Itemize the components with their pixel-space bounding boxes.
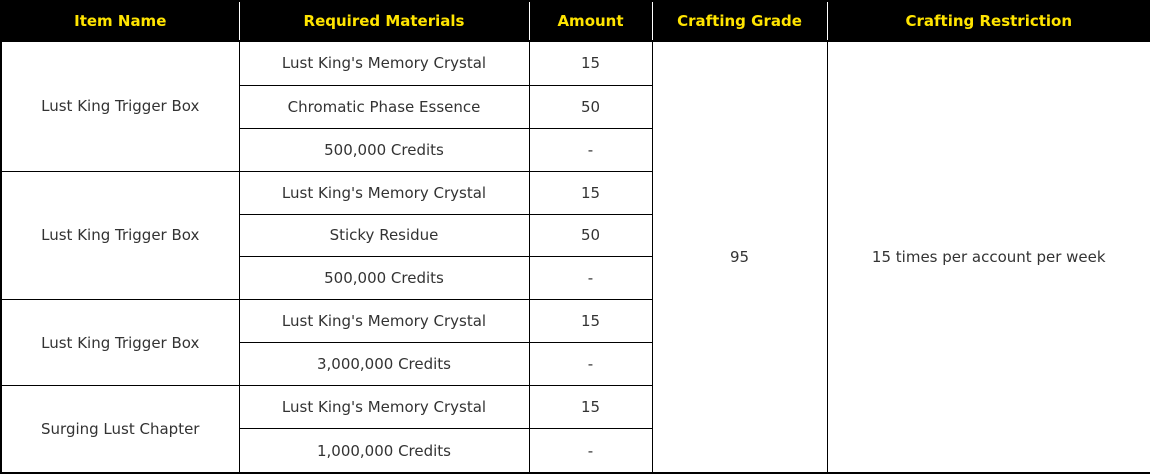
crafting-restriction-cell: 15 times per account per week <box>826 40 1150 474</box>
table-row: Lust King Trigger Box Lust King's Memory… <box>0 170 1150 301</box>
header-crafting-grade: Crafting Grade <box>651 0 828 42</box>
amount-cell: 15 <box>528 40 653 86</box>
material-cell: Lust King's Memory Crystal <box>238 170 530 215</box>
table-row: 3,000,000 Credits - <box>1 342 1150 387</box>
header-crafting-restriction: Crafting Restriction <box>826 0 1150 42</box>
material-cell: Lust King's Memory Crystal <box>238 299 530 344</box>
header-row: Item Name Required Materials Amount Craf… <box>0 0 1150 42</box>
amount-cell: 15 <box>528 385 653 430</box>
item-name-cell: Surging Lust Chapter <box>0 385 240 474</box>
crafting-grade-cell: 95 <box>651 40 828 474</box>
header-amount: Amount <box>528 0 653 42</box>
material-cell: 500,000 Credits <box>238 256 530 301</box>
table-row: Lust King Trigger Box Lust King's Memory… <box>0 40 1150 474</box>
item-name-cell: Lust King Trigger Box <box>0 170 240 301</box>
amount-cell: - <box>528 342 653 387</box>
material-cell: Chromatic Phase Essence <box>238 84 530 129</box>
amount-cell: 15 <box>528 299 653 344</box>
material-cell: 500,000 Credits <box>238 127 530 172</box>
amount-cell: - <box>528 127 653 172</box>
amount-cell: 50 <box>528 84 653 129</box>
material-cell: Lust King's Memory Crystal <box>238 40 530 86</box>
material-cell: Lust King's Memory Crystal <box>238 385 530 430</box>
header-required-materials: Required Materials <box>238 0 530 42</box>
item-name-cell: Lust King Trigger Box <box>0 40 240 172</box>
header-item-name: Item Name <box>0 0 240 42</box>
material-cell: 1,000,000 Credits <box>238 428 530 474</box>
table-row: Surging Lust Chapter Lust King's Memory … <box>0 385 1150 474</box>
amount-cell: 50 <box>528 213 653 258</box>
item-name-cell: Lust King Trigger Box <box>0 299 240 387</box>
table-row: Lust King Trigger Box Lust King's Memory… <box>0 299 1150 387</box>
table-row: Chromatic Phase Essence 50 <box>1 84 1150 129</box>
amount-cell: 15 <box>528 170 653 215</box>
amount-cell: - <box>528 256 653 301</box>
table-row: 1,000,000 Credits - <box>1 428 1150 474</box>
amount-cell: - <box>528 428 653 474</box>
material-cell: Sticky Residue <box>238 213 530 258</box>
material-cell: 3,000,000 Credits <box>238 342 530 387</box>
